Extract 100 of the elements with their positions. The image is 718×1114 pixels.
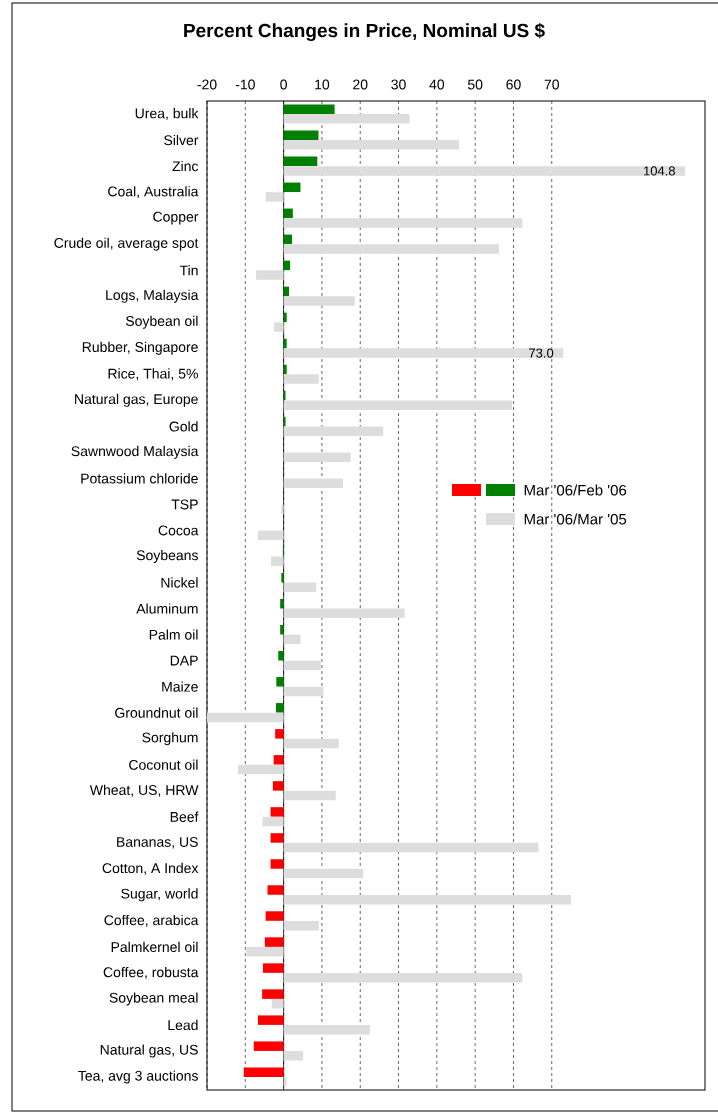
bar (262, 989, 284, 999)
bar (270, 833, 284, 843)
bar (283, 182, 301, 193)
bar (274, 322, 284, 332)
bar (283, 608, 405, 619)
y-tick-label: Sorghum (142, 732, 198, 746)
bar (281, 504, 284, 514)
bar (283, 582, 317, 593)
bar (256, 270, 284, 280)
bar (283, 920, 319, 931)
bar (265, 911, 284, 921)
data-label: 73.0 (529, 348, 554, 358)
bar (283, 130, 319, 140)
bar (283, 208, 293, 219)
x-tick-label: 30 (391, 79, 406, 90)
bar (283, 738, 339, 749)
x-tick-label: 0 (280, 79, 287, 90)
y-tick-label: Aluminum (136, 603, 198, 614)
y-tick-label: Beef (170, 811, 199, 822)
bar (257, 530, 284, 541)
data-label: 104.8 (644, 166, 675, 176)
bar (257, 1015, 284, 1025)
bar (273, 755, 284, 765)
y-tick-label: TSP (171, 499, 198, 510)
y-tick-label: Palmkernel oil (111, 941, 198, 953)
y-tick-label: Urea, bulk (135, 108, 199, 120)
bar (283, 790, 336, 801)
bar (283, 312, 287, 323)
bar (283, 156, 318, 167)
bar (283, 894, 571, 905)
y-tick-label: Natural gas, US (100, 1044, 198, 1058)
y-tick-label: Coal, Australia (108, 186, 199, 199)
bar (267, 885, 284, 895)
bar (270, 859, 284, 869)
y-tick-label: Coffee, robusta (103, 966, 199, 979)
y-tick-label: Bananas, US (117, 836, 198, 849)
bar (283, 868, 364, 879)
y-tick-label: Silver (164, 134, 199, 146)
bar (283, 1077, 287, 1087)
y-tick-label: Soybean meal (109, 992, 198, 1006)
bar (243, 1067, 284, 1077)
bar (283, 1025, 370, 1035)
bar (283, 114, 410, 124)
bar (283, 972, 523, 983)
y-tick-label: Crude oil, average spot (54, 237, 199, 251)
y-tick-label: Lead (168, 1019, 198, 1031)
bar (283, 400, 512, 410)
bar (283, 104, 335, 114)
bar (246, 946, 284, 957)
y-tick-label: Cotton, A Index (102, 862, 199, 875)
y-tick-label: Coconut oil (129, 759, 198, 770)
bar (275, 703, 284, 713)
y-tick-label: Soybean oil (125, 315, 198, 329)
bar (283, 426, 384, 436)
x-tick-label: -20 (197, 79, 217, 90)
bar (283, 296, 355, 306)
bar (262, 963, 284, 973)
bar (280, 598, 284, 609)
y-tick-label: Tea, avg 3 auctions (78, 1070, 198, 1084)
y-tick-label: Tin (179, 265, 198, 276)
y-tick-label: Copper (153, 211, 199, 225)
y-tick-label: Nickel (161, 577, 198, 588)
x-tick-label: 50 (467, 79, 483, 90)
y-tick-label: Natural gas, Europe (75, 393, 198, 407)
y-tick-label: DAP (170, 655, 198, 666)
y-tick-label: Wheat, US, HRW (89, 784, 199, 797)
bar (264, 937, 284, 947)
legend-label: Mar '06/Feb '06 (524, 484, 627, 496)
bar (283, 364, 287, 375)
x-tick-label: 20 (353, 79, 368, 90)
y-tick-label: Maize (162, 681, 198, 692)
bar (280, 625, 284, 635)
y-tick-label: Rice, Thai, 5% (108, 368, 198, 381)
bar (276, 677, 284, 687)
bar (253, 1041, 284, 1051)
y-tick-label: Gold (169, 421, 198, 432)
bar (283, 452, 351, 462)
y-tick-label: Sawnwood Malaysia (71, 445, 199, 459)
y-tick-label: Rubber, Singapore (82, 341, 198, 355)
x-tick-label: 40 (429, 79, 445, 90)
bar (283, 218, 523, 228)
y-tick-label: Zinc (172, 160, 199, 172)
legend-label: Mar '06/Mar '05 (524, 513, 627, 525)
bar (272, 781, 284, 791)
y-tick-label: Cocoa (158, 525, 199, 536)
y-tick-label: Logs, Malaysia (106, 289, 199, 303)
bar (283, 338, 287, 349)
bar (275, 729, 284, 739)
bar (262, 816, 284, 827)
y-tick-label: Soybeans (136, 549, 198, 563)
y-tick-label: Palm oil (149, 629, 198, 640)
x-tick-label: 60 (506, 79, 521, 90)
bar (283, 1051, 304, 1061)
x-tick-label: -10 (235, 79, 255, 90)
bar (207, 712, 284, 723)
bar (283, 374, 319, 384)
bar (283, 634, 301, 645)
chart-title: Percent Changes in Price, Nominal US $ (184, 22, 545, 42)
bar (283, 348, 564, 358)
bar (283, 234, 293, 245)
